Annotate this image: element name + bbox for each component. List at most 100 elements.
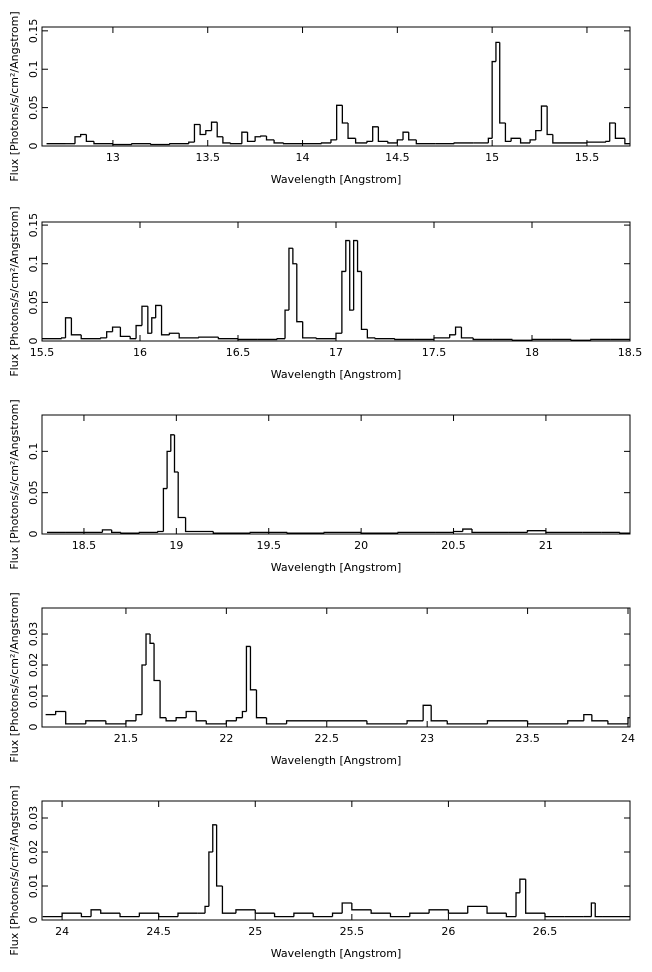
x-tick-label: 18 — [525, 346, 539, 359]
flux-bin — [112, 143, 132, 146]
flux-bin — [100, 909, 121, 914]
flux-bin — [586, 141, 606, 143]
flux-bin — [212, 824, 217, 852]
flux-bin — [453, 142, 474, 144]
flux-bin — [208, 851, 213, 907]
flux-bin — [545, 530, 583, 533]
panel: 18.5 19 19.5 20 20.5 21 0 0.05 0.1 Wavelength [An… — [8, 399, 631, 574]
flux-bin — [323, 531, 362, 534]
flux-bin — [336, 104, 343, 140]
flux-bin — [594, 903, 603, 918]
flux-bin — [282, 142, 303, 145]
flux-bin — [345, 239, 350, 272]
flux-bin — [366, 329, 376, 339]
y-tick-label: 0.02 — [27, 840, 40, 865]
flux-bin — [590, 338, 611, 341]
flux-bin — [195, 711, 207, 722]
y-tick-label: 0 — [27, 143, 40, 150]
flux-bin — [276, 338, 286, 340]
flux-bin — [216, 122, 223, 138]
flux-bin — [255, 689, 267, 719]
flux-bin — [591, 714, 608, 722]
flux-bin — [149, 634, 155, 644]
x-tick-label: 16 — [133, 346, 147, 359]
x-tick-label: 21.5 — [114, 732, 139, 745]
flux-bin — [249, 531, 288, 534]
y-axis-label: Flux [Photons/s/cm²/Angstrom] — [8, 11, 21, 181]
y-tick-label: 0.05 — [27, 480, 40, 505]
flux-bin — [486, 906, 507, 914]
y-tick-label: 0.15 — [27, 213, 40, 238]
y-tick-label: 0.01 — [27, 874, 40, 899]
x-tick-label: 25.5 — [340, 925, 365, 938]
flux-bin — [64, 317, 72, 338]
x-tick-label: 20 — [354, 539, 368, 552]
flux-bin — [61, 912, 82, 917]
flux-bin — [349, 240, 354, 311]
panel: 13 13.5 14 14.5 15 15.5 0 0.05 0.1 0.15 Wavelength… — [8, 11, 631, 186]
flux-bin — [120, 532, 140, 534]
flux-bin — [567, 720, 584, 724]
plot-frame — [41, 800, 631, 921]
flux-bin — [241, 710, 247, 718]
flux-bin — [162, 487, 168, 532]
x-tick-label: 23 — [420, 732, 434, 745]
y-tick-label: 0.03 — [27, 622, 40, 647]
flux-bin — [406, 720, 424, 724]
flux-bin — [394, 338, 415, 341]
flux-bin — [605, 140, 610, 143]
flux-bin — [370, 909, 391, 914]
x-tick-label: 13.5 — [195, 151, 220, 164]
flux-bin — [235, 717, 243, 721]
flux-bin — [158, 913, 178, 918]
flux-bin — [422, 704, 432, 721]
flux-bin — [462, 528, 473, 532]
flux-bin — [354, 138, 368, 144]
flux-bin — [153, 643, 161, 682]
flux-bin — [85, 720, 106, 724]
flux-bin — [159, 680, 167, 719]
x-tick-label: 25 — [248, 925, 262, 938]
flux-bin — [80, 913, 92, 918]
flux-bin — [246, 132, 256, 143]
flux-bin — [544, 913, 565, 918]
flux-bin — [265, 136, 275, 141]
flux-bin — [165, 717, 177, 722]
x-tick-label: 14.5 — [385, 151, 410, 164]
flux-bin — [141, 305, 148, 326]
flux-bin — [284, 309, 289, 339]
flux-bin — [131, 143, 151, 145]
panel: 15.5 16 16.5 17 17.5 18 18.5 0 0.05 0.1 0.15 Wavele… — [8, 206, 642, 381]
flux-bin — [519, 878, 526, 893]
flux-bin — [341, 105, 349, 124]
flux-bin — [217, 337, 238, 340]
flux-bin — [467, 905, 488, 914]
flux-bin — [366, 720, 408, 725]
flux-bin — [185, 710, 197, 718]
flux-bin — [352, 239, 358, 311]
x-tick-label: 24 — [55, 925, 69, 938]
flux-bin — [590, 902, 596, 917]
flux-bin — [135, 713, 143, 721]
x-tick-label: 14 — [296, 151, 310, 164]
x-tick-label: 26 — [441, 925, 455, 938]
flux-bin — [286, 532, 325, 534]
x-tick-label: 15 — [485, 151, 499, 164]
flux-bin — [614, 122, 625, 139]
x-tick-label: 17 — [329, 346, 343, 359]
flux-bin — [356, 240, 362, 273]
flux-bin — [341, 902, 352, 914]
plot-frame — [41, 26, 631, 147]
x-tick-label: 24 — [621, 732, 635, 745]
flux-bin — [241, 131, 248, 144]
flux-bin — [519, 138, 531, 144]
flux-bin — [415, 139, 436, 145]
flux-bin — [101, 529, 112, 533]
flux-bin — [138, 531, 158, 534]
flux-bin — [491, 60, 496, 139]
x-tick-label: 15.5 — [30, 346, 55, 359]
x-axis-label: Wavelength [Angstrom] — [271, 754, 402, 767]
flux-bin — [335, 332, 342, 339]
flux-bin — [74, 136, 81, 144]
y-axis-label: Flux [Photons/s/cm²/Angstrom] — [8, 206, 21, 376]
